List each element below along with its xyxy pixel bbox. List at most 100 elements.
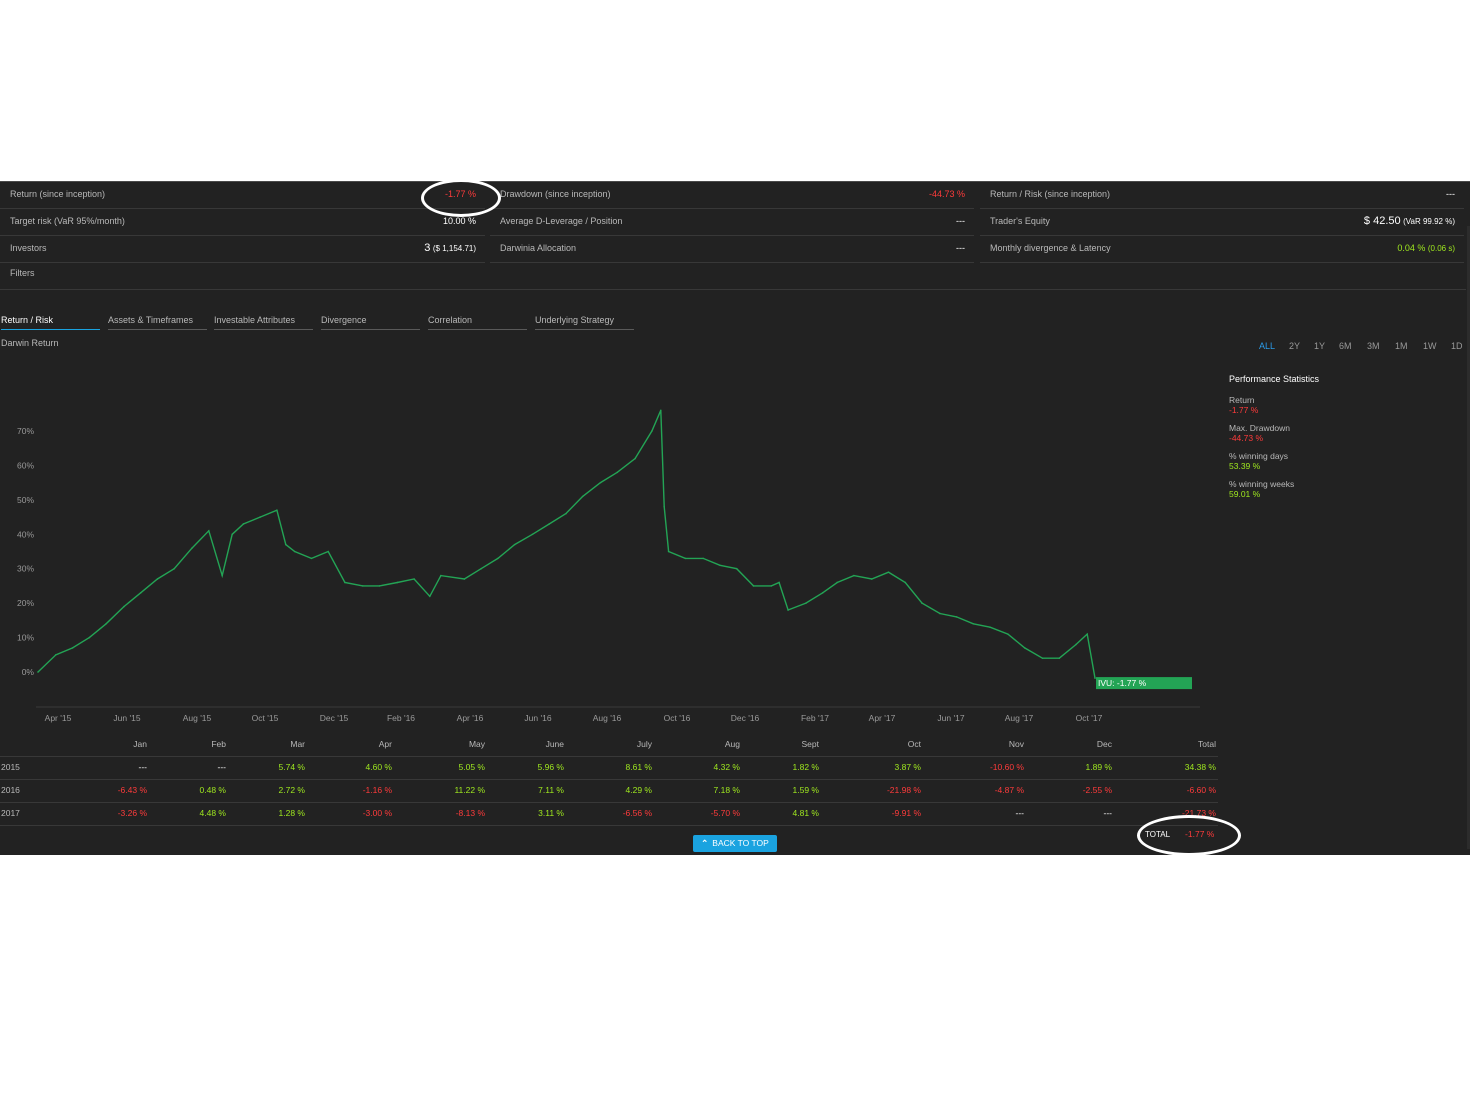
data-point: [428, 595, 431, 598]
data-point: [955, 616, 958, 618]
data-point: [989, 626, 991, 629]
range-2y[interactable]: 2Y: [1289, 341, 1301, 351]
table-cell: 1.59 %: [792, 785, 819, 795]
y-tick-label: 70%: [17, 426, 34, 436]
table-cell: 5.96 %: [537, 762, 564, 772]
data-point: [327, 550, 330, 553]
tab-divergence[interactable]: Divergence: [321, 314, 420, 330]
tab-return-risk[interactable]: Return / Risk: [1, 314, 100, 330]
perf-label: Return: [1229, 395, 1255, 405]
scrollbar[interactable]: [1467, 226, 1470, 849]
performance-title: Performance Statistics: [1229, 374, 1320, 384]
range-all[interactable]: ALL: [1259, 341, 1276, 351]
y-tick-label: 20%: [17, 598, 34, 608]
stat-value-sub: (0.06 s): [1427, 244, 1455, 253]
data-point: [531, 533, 534, 536]
stat-label: Trader's Equity: [990, 216, 1050, 226]
table-header-row: Jan Feb Mar Apr May June July Aug Sept Oct Nov Dec T…: [0, 733, 1218, 757]
year-cell: 2017: [1, 808, 20, 818]
data-point: [616, 471, 619, 474]
table-cell: 2.72 %: [278, 785, 305, 795]
stat-label: Return (since inception): [10, 189, 106, 199]
data-point: [362, 585, 364, 587]
range-1w[interactable]: 1W: [1423, 341, 1437, 351]
x-tick-label: Dec '15: [320, 713, 349, 723]
table-cell: 1.82 %: [792, 762, 819, 772]
back-to-top-label: BACK TO TOP: [712, 838, 769, 848]
table-cell: -4.87 %: [994, 785, 1024, 795]
range-1y[interactable]: 1Y: [1314, 341, 1326, 351]
tab-underlying-strategy[interactable]: Underlying Strategy: [535, 314, 634, 330]
x-tick-label: Feb '16: [387, 713, 415, 723]
stat-monthly-divergence: Monthly divergence & Latency 0.04 % (0.0…: [980, 235, 1464, 263]
table-cell: 5.74 %: [278, 762, 305, 772]
return-chart: 0% 10% 20% 30% 40% 50% 60% 70% Apr '15 Jun '15 Aug…: [17, 409, 1200, 723]
stat-label: Monthly divergence & Latency: [990, 243, 1111, 253]
data-point: [88, 636, 91, 639]
x-tick-label: Aug '15: [183, 713, 212, 723]
data-point: [887, 571, 890, 573]
data-point: [284, 543, 287, 546]
y-tick-label: 10%: [17, 633, 34, 643]
perf-label: % winning weeks: [1229, 479, 1295, 489]
tab-assets-timeframes[interactable]: Assets & Timeframes: [108, 314, 207, 330]
table-row: 2017 -3.26 % 4.48 % 1.28 % -3.00 % -8.13 % 3.1…: [0, 802, 1218, 826]
top-divider: [0, 181, 1470, 182]
x-tick-label: Dec '16: [731, 713, 760, 723]
tab-investable-attributes[interactable]: Investable Attributes: [214, 314, 313, 330]
back-to-top-button[interactable]: ⌃ BACK TO TOP: [693, 835, 777, 852]
filters-label[interactable]: Filters: [10, 268, 35, 278]
table-cell: 5.05 %: [458, 762, 485, 772]
x-tick-label: Apr '17: [869, 713, 896, 723]
stat-value: ---: [956, 216, 965, 226]
stat-value-main: $ 42.50: [1363, 215, 1401, 227]
tab-correlation[interactable]: Correlation: [428, 314, 527, 330]
table-cell: 8.61 %: [625, 762, 652, 772]
table-cell: -21.73 %: [1181, 808, 1216, 818]
data-point: [921, 602, 923, 604]
column-header: Oct: [907, 739, 921, 749]
range-3m[interactable]: 3M: [1367, 341, 1380, 351]
stat-value: ---: [1446, 189, 1455, 199]
data-point: [805, 602, 807, 604]
data-point: [787, 609, 789, 611]
filters-row[interactable]: Filters: [0, 262, 1466, 290]
perf-value: -44.73 %: [1229, 433, 1264, 443]
data-point: [139, 592, 142, 594]
stat-value-sub: ($ 1,154.71): [432, 244, 476, 253]
stat-label: Darwinia Allocation: [500, 243, 577, 253]
table-cell: 11.22 %: [454, 785, 485, 795]
column-header: Aug: [724, 739, 740, 749]
y-tick-label: 50%: [17, 495, 34, 505]
stat-label: Average D-Leverage / Position: [500, 216, 623, 226]
data-point: [221, 574, 223, 577]
range-6m[interactable]: 6M: [1339, 341, 1352, 351]
x-tick-label: Feb '17: [801, 713, 829, 723]
perf-value: 59.01 %: [1229, 489, 1261, 499]
data-point: [735, 567, 738, 570]
range-1d[interactable]: 1D: [1451, 341, 1463, 351]
data-point: [71, 647, 74, 649]
table-cell: 34.38 %: [1184, 762, 1216, 772]
x-tick-label: Jun '16: [524, 713, 551, 723]
data-point: [440, 574, 442, 577]
data-point: [259, 516, 261, 518]
column-header: Mar: [290, 739, 305, 749]
table-cell: 4.32 %: [713, 762, 740, 772]
column-header: Jan: [133, 739, 147, 749]
data-point: [972, 623, 975, 625]
table-cell: ---: [217, 762, 227, 772]
table-cell: 4.48 %: [199, 808, 226, 818]
table-cell: 3.87 %: [894, 762, 921, 772]
y-tick-label: 30%: [17, 564, 34, 574]
data-point: [684, 557, 687, 560]
data-point: [123, 605, 125, 608]
highlight-circle-total: [1137, 815, 1241, 856]
data-point: [242, 523, 245, 525]
x-tick-label: Jun '17: [937, 713, 964, 723]
stat-label: Investors: [10, 243, 47, 253]
range-1m[interactable]: 1M: [1395, 341, 1408, 351]
column-header: Total: [1198, 739, 1216, 749]
table-cell: -5.70 %: [710, 808, 740, 818]
data-point: [55, 653, 57, 656]
